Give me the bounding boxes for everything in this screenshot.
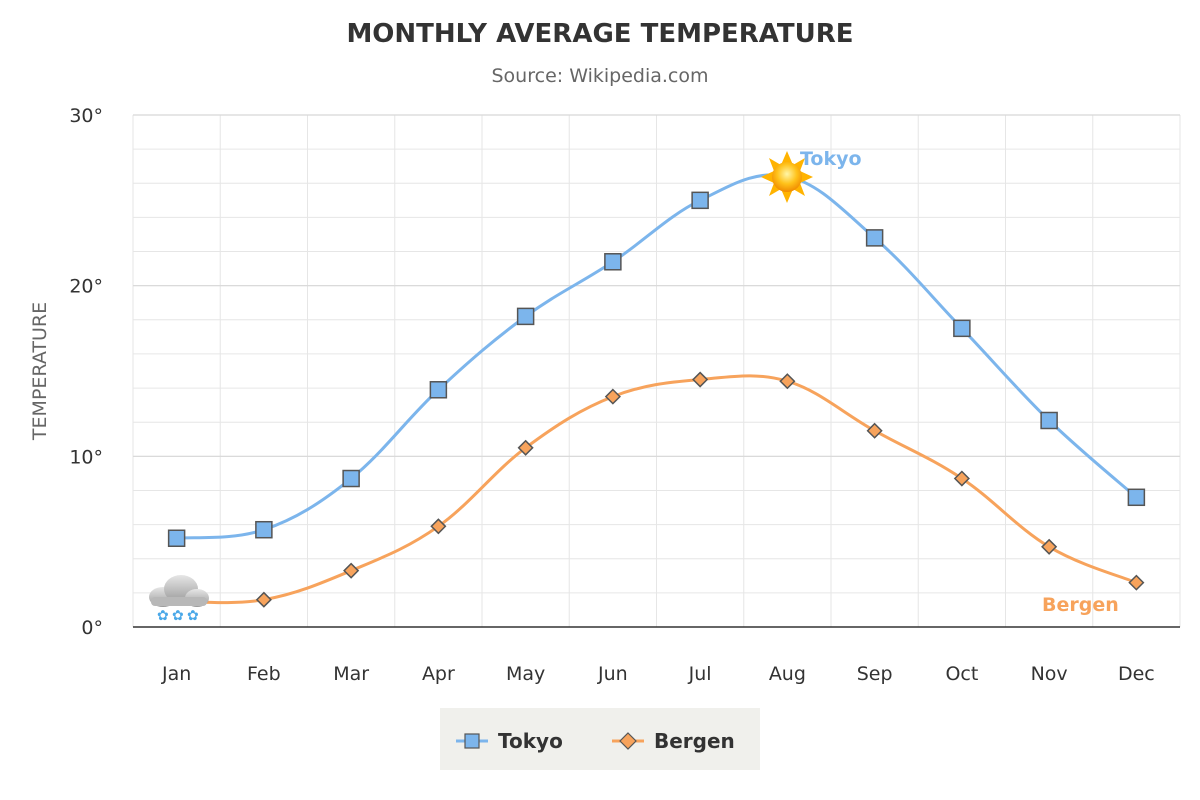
y-axis-label: TEMPERATURE: [29, 302, 51, 441]
data-point-bergen[interactable]: [866, 422, 883, 439]
legend-box: [440, 708, 760, 770]
x-tick-label: Apr: [422, 663, 455, 685]
x-axis-ticks: Jan Feb Mar Apr May Jun Jul Aug Sep Oct Nov Dec: [161, 663, 1155, 685]
x-tick-label: Mar: [333, 663, 369, 685]
data-point-tokyo[interactable]: [429, 381, 448, 399]
legend: Tokyo Bergen: [440, 708, 760, 770]
data-point-bergen[interactable]: [517, 439, 534, 456]
series-tokyo: [167, 173, 1146, 548]
x-tick-label: Jun: [597, 663, 628, 685]
x-tick-label: Jan: [161, 663, 191, 685]
y-axis-ticks: 0° 10° 20° 30°: [69, 105, 103, 639]
x-tick-label: Jul: [688, 663, 712, 685]
x-tick-label: May: [506, 663, 545, 685]
data-point-tokyo[interactable]: [255, 520, 273, 539]
x-tick-label: Sep: [857, 663, 893, 685]
data-point-bergen[interactable]: [343, 562, 360, 579]
svg-text:✿: ✿: [187, 608, 199, 624]
data-point-bergen[interactable]: [1128, 574, 1145, 591]
data-point-bergen[interactable]: [255, 591, 272, 608]
data-point-bergen[interactable]: [692, 371, 709, 388]
series-group: [167, 173, 1146, 608]
data-point-tokyo[interactable]: [604, 253, 622, 271]
grid-lines: [132, 114, 1181, 627]
series-label-bergen: Bergen: [1042, 594, 1119, 616]
y-tick-label: 30°: [69, 105, 103, 127]
x-tick-label: Oct: [945, 663, 978, 685]
svg-text:✿: ✿: [157, 608, 169, 624]
legend-label-tokyo: Tokyo: [498, 729, 563, 753]
data-point-bergen[interactable]: [1041, 538, 1058, 555]
data-point-tokyo[interactable]: [953, 319, 971, 338]
chart-title: MONTHLY AVERAGE TEMPERATURE: [346, 19, 853, 49]
legend-marker-diamond: [619, 732, 637, 750]
legend-item-tokyo[interactable]: Tokyo: [456, 729, 563, 753]
series-bergen: [176, 371, 1145, 608]
x-tick-label: Feb: [247, 663, 281, 685]
data-point-tokyo[interactable]: [1127, 488, 1146, 507]
legend-label-bergen: Bergen: [654, 729, 735, 753]
data-point-tokyo[interactable]: [167, 529, 186, 548]
sun-icon: [761, 151, 813, 203]
data-point-tokyo[interactable]: [342, 469, 360, 488]
y-tick-label: 10°: [69, 446, 103, 468]
series-label-tokyo: Tokyo: [800, 148, 862, 170]
data-point-tokyo[interactable]: [691, 191, 709, 210]
chart-subtitle: Source: Wikipedia.com: [492, 65, 709, 87]
svg-text:✿: ✿: [172, 608, 184, 624]
x-tick-label: Nov: [1031, 663, 1068, 685]
x-tick-label: Aug: [769, 663, 806, 685]
data-point-bergen[interactable]: [604, 388, 621, 405]
legend-marker-square: [464, 733, 480, 749]
data-point-tokyo[interactable]: [865, 229, 884, 247]
x-tick-label: Dec: [1118, 663, 1155, 685]
y-tick-label: 20°: [69, 276, 103, 298]
data-point-bergen[interactable]: [953, 470, 970, 487]
data-point-bergen[interactable]: [779, 373, 796, 390]
y-tick-label: 0°: [81, 617, 103, 639]
snow-cloud-icon: ✿ ✿ ✿: [149, 575, 209, 624]
legend-item-bergen[interactable]: Bergen: [612, 729, 735, 753]
data-point-tokyo[interactable]: [516, 307, 535, 326]
data-point-bergen[interactable]: [430, 518, 447, 535]
data-point-tokyo[interactable]: [1040, 411, 1058, 430]
